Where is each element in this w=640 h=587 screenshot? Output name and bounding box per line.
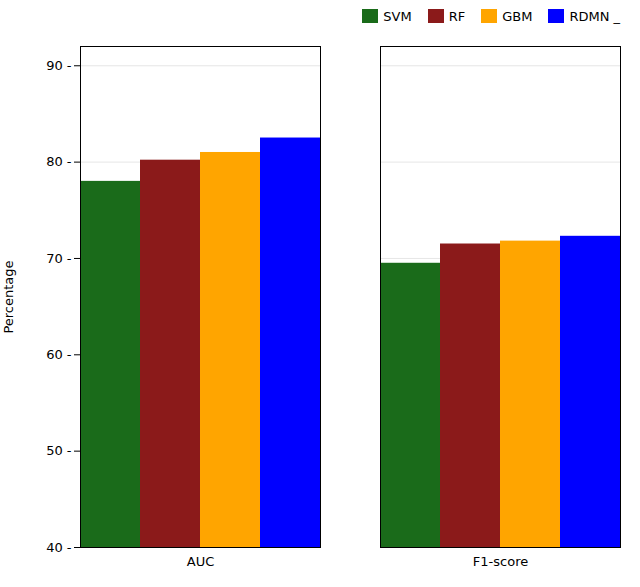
svg-text:60 -: 60 - — [46, 347, 72, 362]
html-text:SVM: SVM — [383, 8, 412, 24]
html-text:RF: RF — [448, 8, 466, 24]
svg-text:AUC: AUC — [187, 554, 215, 569]
svg-text:40 -: 40 - — [46, 540, 72, 555]
svg-text:50 -: 50 - — [46, 443, 72, 458]
svg-text:90 -: 90 - — [46, 58, 72, 73]
svg-text:F1-score: F1-score — [473, 554, 528, 569]
svg-text:70 -: 70 - — [46, 251, 72, 266]
html-text:RDMN _: RDMN _ — [569, 8, 620, 24]
svg-text:80 -: 80 - — [46, 154, 72, 169]
html-text:GBM: GBM — [502, 8, 533, 24]
svg-text:Percentage: Percentage — [1, 260, 16, 333]
